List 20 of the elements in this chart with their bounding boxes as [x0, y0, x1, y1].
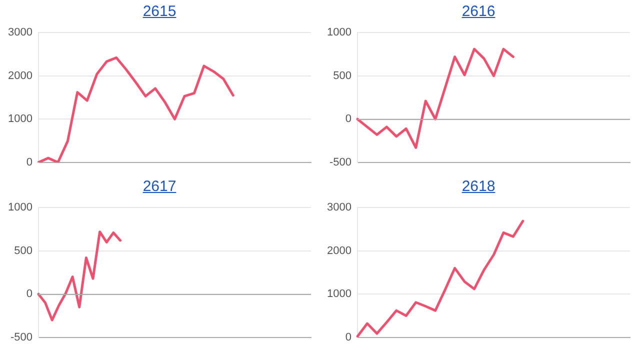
y-tick-label: -500	[329, 156, 352, 168]
y-tick-label: 1000	[8, 202, 32, 214]
y-tick-label: 2000	[326, 244, 352, 257]
y-tick-label: 1000	[326, 26, 352, 39]
y-tick-label: 0	[345, 331, 352, 344]
y-tick-label: 0	[26, 288, 32, 300]
y-tick-label: 1000	[8, 113, 32, 126]
chart-title: 2617	[142, 177, 178, 195]
y-tick-label: 2000	[8, 70, 32, 82]
y-tick-label: -500	[10, 331, 32, 344]
chart-title: 2618	[460, 177, 496, 195]
y-tick-label: 0	[345, 113, 352, 126]
y-tick-label: 1000	[326, 288, 352, 300]
y-tick-label: 0	[26, 156, 32, 168]
y-tick-label: 500	[14, 244, 32, 257]
y-tick-label: 3000	[326, 202, 352, 214]
chart-title: 2615	[142, 2, 178, 20]
y-tick-label: 500	[333, 70, 352, 82]
y-tick-label: 3000	[8, 26, 32, 39]
chart-title: 2616	[460, 2, 496, 20]
